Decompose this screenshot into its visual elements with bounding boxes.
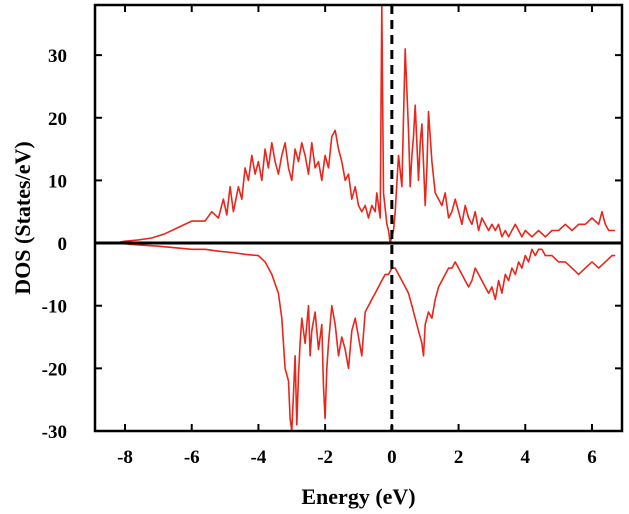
x-tick-label: 6	[587, 447, 597, 468]
x-tick-label: -2	[317, 447, 333, 468]
y-axis-title: DOS (States/eV)	[10, 141, 35, 294]
y-tick-label: -30	[42, 422, 67, 443]
y-tick-label: 20	[48, 109, 67, 130]
x-tick-label: -8	[117, 447, 133, 468]
x-tick-label: -6	[184, 447, 200, 468]
dos-series-down	[114, 242, 616, 431]
plot-frame	[93, 3, 624, 433]
x-tick-label: 0	[387, 447, 397, 468]
dos-series-up	[114, 5, 616, 244]
y-tick-label: -20	[42, 359, 67, 380]
y-tick-label: 30	[48, 46, 67, 67]
series-layer	[114, 5, 616, 431]
y-tick-label: -10	[42, 297, 67, 318]
x-tick-label: -4	[251, 447, 267, 468]
y-tick-label: 0	[58, 234, 68, 255]
y-tick-label: 10	[48, 171, 67, 192]
x-axis-title: Energy (eV)	[301, 484, 415, 509]
x-tick-label: 2	[454, 447, 464, 468]
x-tick-label: 4	[521, 447, 531, 468]
